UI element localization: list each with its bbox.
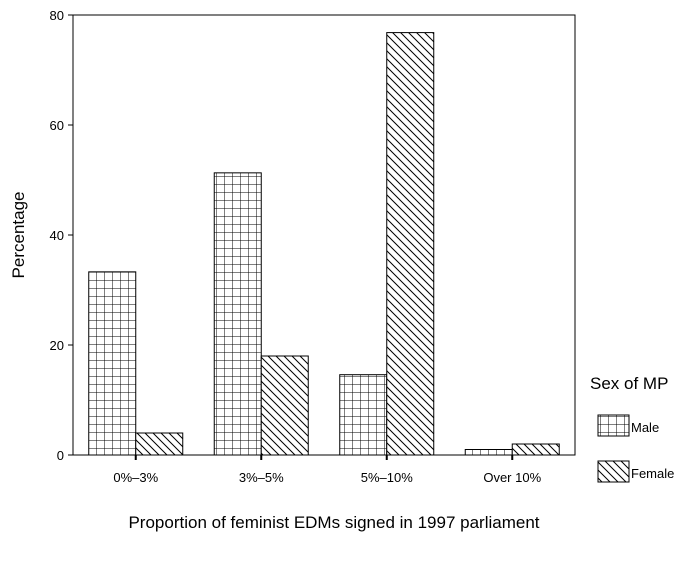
legend-title: Sex of MP <box>590 374 668 393</box>
bar-male-0 <box>88 271 137 456</box>
y-axis: 0 20 40 60 80 <box>50 8 73 463</box>
y-axis-title: Percentage <box>9 192 28 279</box>
bars <box>88 32 560 456</box>
plot-frame <box>72 14 576 456</box>
x-tick-label: 5%–10% <box>361 470 413 485</box>
y-tick-label: 20 <box>50 338 64 353</box>
bar-female-1 <box>260 355 309 456</box>
bar-female-3 <box>511 443 560 456</box>
y-tick-label: 80 <box>50 8 64 23</box>
y-tick-label: 40 <box>50 228 64 243</box>
legend-label-male: Male <box>631 420 659 435</box>
bar-male-1 <box>213 172 262 456</box>
bar-female-2 <box>386 32 435 456</box>
legend: Sex of MP Male Female <box>590 374 674 483</box>
y-tick-label: 0 <box>57 448 64 463</box>
x-tick-label: 3%–5% <box>239 470 284 485</box>
bar-male-3 <box>464 449 513 456</box>
bar-female-0 <box>135 432 184 456</box>
y-tick-label: 60 <box>50 118 64 133</box>
x-tick-label: Over 10% <box>483 470 541 485</box>
x-axis-title: Proportion of feminist EDMs signed in 19… <box>128 513 539 532</box>
x-axis: 0%–3% 3%–5% 5%–10% Over 10% <box>113 455 542 485</box>
legend-swatch-male <box>597 414 630 437</box>
legend-swatch-female <box>597 460 630 483</box>
legend-label-female: Female <box>631 466 674 481</box>
x-tick-label: 0%–3% <box>113 470 158 485</box>
bar-male-2 <box>339 374 388 456</box>
